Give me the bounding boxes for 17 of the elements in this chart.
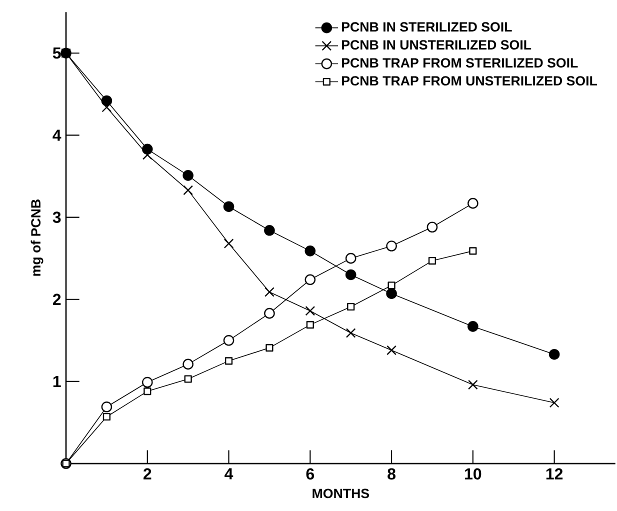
x-tick-label: 2 [144, 468, 152, 480]
legend-label: PCNB TRAP FROM STERILIZED SOIL [342, 58, 578, 68]
x-axis-title: MONTHS [312, 488, 370, 498]
x-tick-label: 10 [465, 468, 482, 480]
y-tick-label: 1 [53, 376, 61, 387]
x-tick-label: 12 [546, 468, 563, 480]
x-tick-label: 8 [388, 468, 396, 480]
y-tick-label: 3 [52, 212, 61, 223]
legend-label: PCNB IN STERILIZED SOIL [342, 22, 512, 32]
x-tick-label: 4 [224, 468, 234, 480]
y-tick-label: 5 [52, 48, 61, 59]
legend-label: PCNB IN UNSTERILIZED SOIL [342, 40, 532, 50]
y-tick-label: 4 [52, 130, 62, 141]
y-axis-title: mg of PCNB [30, 200, 44, 276]
y-tick-label: 2 [52, 294, 61, 305]
x-tick-label: 6 [306, 468, 314, 480]
legend-label: PCNB TRAP FROM UNSTERILIZED SOIL [342, 76, 597, 86]
